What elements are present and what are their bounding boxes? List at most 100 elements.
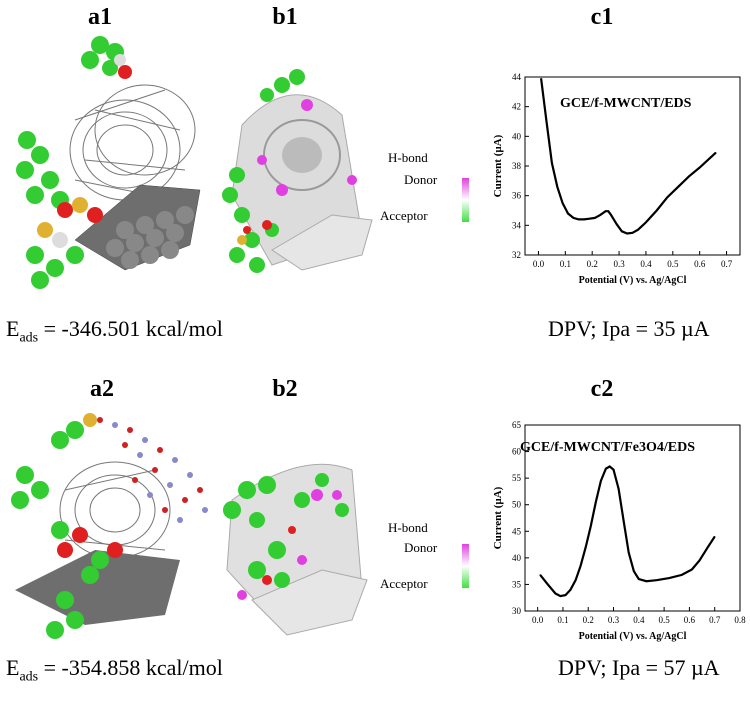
data-point — [595, 501, 597, 503]
data-point — [637, 229, 639, 231]
hbond-legend-b1: H-bond Donor Acceptor — [380, 150, 480, 230]
panel-label-a1: a1 — [88, 4, 112, 30]
adsorbate-atoms — [16, 36, 132, 289]
data-point — [668, 577, 670, 579]
data-point — [569, 589, 572, 591]
y-axis-label: Current (µA) — [492, 134, 504, 197]
data-point — [626, 232, 628, 235]
y-tick-label: 38 — [512, 161, 522, 171]
data-point — [556, 186, 558, 188]
y-tick-label: 42 — [512, 102, 521, 112]
data-point — [631, 232, 634, 234]
panel-label-b1: b1 — [272, 4, 298, 30]
y-tick-label: 35 — [512, 579, 522, 589]
x-tick-label: 0.2 — [587, 259, 598, 269]
data-point — [707, 159, 709, 161]
data-point — [540, 77, 542, 80]
x-tick-label: 0.3 — [613, 259, 625, 269]
data-point — [677, 186, 679, 188]
x-tick-label: 0.5 — [658, 615, 670, 625]
x-tick-label: 0.7 — [721, 259, 733, 269]
x-tick-label: 0.4 — [633, 615, 645, 625]
data-point — [656, 209, 658, 212]
x-tick-label: 0.1 — [560, 259, 571, 269]
x-tick-label: 0.6 — [694, 259, 706, 269]
data-point — [681, 574, 683, 576]
y-tick-label: 34 — [512, 220, 522, 230]
data-point — [638, 578, 640, 580]
legend-donor-label: Donor — [404, 172, 438, 187]
hbond-legend-b2: H-bond Donor Acceptor — [380, 520, 480, 600]
data-point — [699, 166, 701, 169]
y-tick-label: 45 — [512, 526, 522, 536]
x-tick-label: 0.3 — [608, 615, 620, 625]
sheet-atoms — [106, 206, 194, 269]
data-point — [600, 480, 602, 482]
plot-frame — [524, 424, 741, 612]
panel-label-b2: b2 — [272, 376, 298, 402]
panel-label-c2: c2 — [590, 376, 614, 402]
data-point — [623, 520, 625, 522]
y-axis-label: Current (µA) — [492, 486, 504, 549]
molecule-model-a2 — [11, 413, 208, 639]
data-point — [567, 212, 569, 215]
x-tick-label: 0.0 — [533, 259, 545, 269]
ion-cloud — [97, 417, 208, 523]
data-point — [539, 574, 541, 576]
data-point — [633, 570, 635, 572]
y-tick-label: 65 — [512, 420, 522, 430]
y-tick-label: 55 — [512, 473, 522, 483]
data-point — [706, 547, 708, 549]
x-tick-label: 0.5 — [667, 259, 679, 269]
hbond-colorbar — [462, 544, 469, 588]
data-point — [580, 565, 582, 567]
panel-label-c1: c1 — [590, 4, 614, 30]
dpv-result-1: DPV; Ipa = 35 µA — [548, 316, 710, 341]
chart-c1: 0.0 0.1 0.2 0.3 0.4 0.5 0.6 0.7 32 34 36 38 40 42 44 Po… — [492, 72, 741, 286]
data-point — [605, 468, 607, 470]
hbond-colorbar — [462, 178, 469, 222]
data-point — [551, 162, 553, 164]
y-tick-label: 32 — [512, 250, 521, 260]
data-point — [545, 120, 548, 123]
y-tick-label: 44 — [512, 72, 522, 82]
data-point — [607, 210, 609, 212]
data-point — [666, 196, 668, 198]
x-tick-label: 0.6 — [684, 615, 696, 625]
data-point — [599, 214, 601, 216]
data-point — [588, 218, 591, 220]
surface-model-b1 — [222, 69, 373, 273]
data-point — [583, 218, 585, 220]
x-tick-label: 0.7 — [709, 615, 721, 625]
legend-donor-label: Donor — [404, 540, 438, 555]
data-point — [691, 568, 693, 571]
data-point — [615, 223, 617, 225]
data-point — [645, 221, 647, 223]
legend-acceptor-label: Acceptor — [380, 576, 428, 591]
x-tick-label: 0.4 — [640, 259, 652, 269]
series-line — [539, 465, 716, 598]
dpv-result-2: DPV; Ipa = 57 µA — [558, 655, 720, 680]
data-point — [585, 546, 587, 548]
data-point — [578, 218, 580, 220]
data-point — [621, 230, 623, 232]
chart-title: GCE/f-MWCNT/Fe3O4/EDS — [520, 440, 695, 455]
y-tick-label: 60 — [512, 447, 522, 457]
graphene-sheet — [15, 550, 180, 625]
data-point — [594, 217, 596, 219]
data-point — [575, 579, 577, 581]
chart-title: GCE/f-MWCNT/EDS — [560, 96, 692, 111]
data-point — [714, 536, 716, 538]
data-point — [610, 214, 612, 216]
y-tick-label: 30 — [512, 606, 522, 616]
legend-title: H-bond — [388, 520, 428, 535]
data-point — [572, 217, 574, 219]
data-point — [688, 175, 690, 177]
x-axis-label: Potential (V) vs. Ag/AgCl — [579, 631, 687, 642]
data-point — [562, 202, 564, 204]
data-point — [559, 595, 561, 597]
data-point — [628, 551, 630, 554]
y-tick-label: 40 — [512, 131, 522, 141]
data-point — [590, 525, 592, 527]
panel-label-a2: a2 — [90, 376, 114, 402]
